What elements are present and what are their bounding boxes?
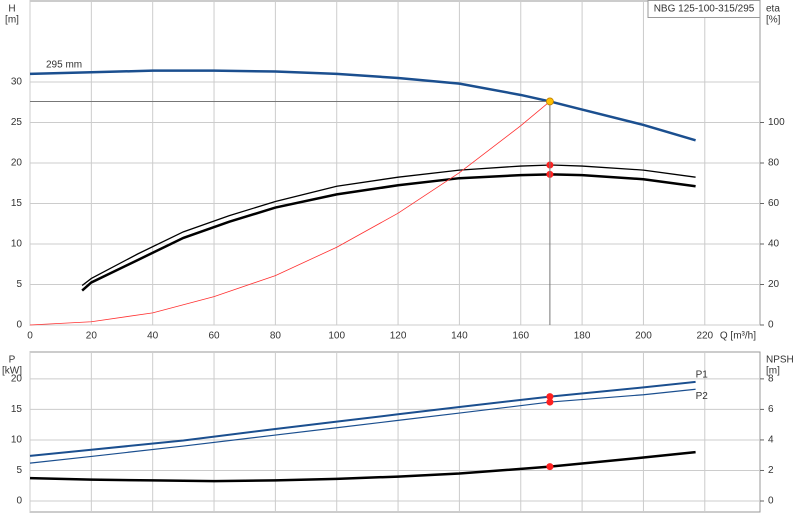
x-tick-label: 120 <box>390 331 407 342</box>
x-tick-label: 40 <box>147 331 159 342</box>
y2-tick-label: 20 <box>768 279 780 290</box>
curve <box>29 450 696 483</box>
curve <box>29 69 696 142</box>
duty-point <box>546 393 554 401</box>
x-tick-label: 100 <box>328 331 345 342</box>
x-tick-label: 0 <box>27 331 33 342</box>
label-box-text: NBG 125-100-315/295 <box>654 4 755 15</box>
x-tick-label: 80 <box>270 331 282 342</box>
series-label: P1 <box>696 370 709 381</box>
curve <box>81 164 696 287</box>
y2-tick-label: 4 <box>768 435 774 446</box>
y2-tick-label: 60 <box>768 198 780 209</box>
y-axis-unit: [m] <box>5 15 19 26</box>
curve <box>29 380 696 457</box>
curve <box>29 101 551 326</box>
y2-tick-label: 100 <box>768 117 785 128</box>
y2-tick-label: 2 <box>768 465 774 476</box>
x-tick-label: 200 <box>635 331 652 342</box>
series-label: P2 <box>696 391 709 402</box>
label-box <box>647 0 761 18</box>
y-tick-label: 5 <box>16 279 22 290</box>
x-tick-label: 20 <box>86 331 98 342</box>
y2-axis-label: eta <box>766 4 780 15</box>
y2-tick-label: 8 <box>768 374 774 385</box>
y2-tick-label: 40 <box>768 239 780 250</box>
x-tick-label: 220 <box>696 331 713 342</box>
y-tick-label: 0 <box>16 320 22 331</box>
y-tick-label: 20 <box>11 158 23 169</box>
y2-axis-label: NPSH <box>766 355 794 366</box>
y-tick-label: 20 <box>11 374 23 385</box>
x-tick-label: 60 <box>208 331 220 342</box>
y2-axis-unit: [m] <box>766 366 780 377</box>
x-tick-label: 140 <box>451 331 468 342</box>
curve <box>29 388 696 464</box>
x-axis-label: Q [m³/h] <box>720 331 756 342</box>
y-tick-label: 5 <box>16 465 22 476</box>
y-tick-label: 0 <box>16 496 22 507</box>
duty-point <box>546 398 554 406</box>
duty-point <box>545 97 554 106</box>
y-tick-label: 10 <box>11 239 23 250</box>
y-tick-label: 15 <box>11 404 23 415</box>
x-tick-label: 180 <box>574 331 591 342</box>
y2-tick-label: 80 <box>768 158 780 169</box>
y-axis-label: P <box>9 355 16 366</box>
y-tick-label: 30 <box>11 77 23 88</box>
y-tick-label: 10 <box>11 435 23 446</box>
y-tick-label: 25 <box>11 117 23 128</box>
y-tick-label: 15 <box>11 198 23 209</box>
series-label: 295 mm <box>46 60 82 71</box>
x-tick-label: 160 <box>512 331 529 342</box>
duty-point <box>546 463 554 471</box>
y2-axis-unit: [%] <box>766 15 781 26</box>
curve <box>81 173 696 292</box>
y2-tick-label: 0 <box>768 496 774 507</box>
plot-frame <box>29 351 761 513</box>
y-axis-unit: [kW] <box>2 366 22 377</box>
y-axis-label: H <box>8 4 15 15</box>
y2-tick-label: 0 <box>768 320 774 331</box>
y2-tick-label: 6 <box>768 404 774 415</box>
